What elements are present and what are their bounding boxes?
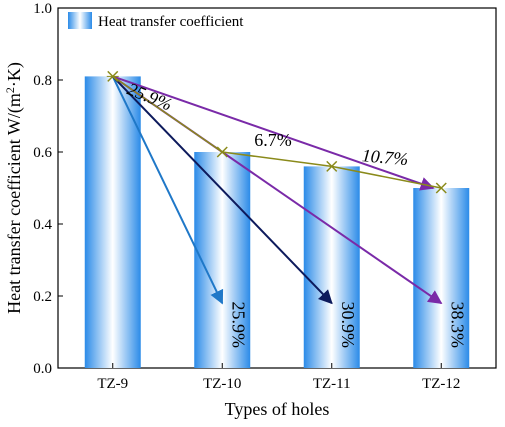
y-axis-title-tail: ·K) [4, 62, 25, 87]
trend-marker-tz-11 [326, 160, 338, 172]
legend-label: Heat transfer coefficient [98, 14, 244, 30]
y-axis: 0.0 0.2 0.4 0.6 0.8 1.0 [33, 1, 63, 377]
arrow-tz-9-to-tz-10 [111, 75, 224, 305]
trend-marker-stroke [435, 182, 447, 194]
bar-tz-11 [303, 166, 360, 368]
step-label-3: 10.7% [361, 145, 409, 169]
y-axis-title: Heat transfer coefficient W/(m2·K) [3, 62, 25, 314]
arrows-group: 25.9% 30.9% 38.3% [111, 75, 467, 349]
bar-tz-10 [194, 152, 251, 368]
y-tick-label: 0.8 [33, 73, 52, 89]
arrow-tz-9-to-tz-11 [112, 75, 333, 305]
arrow-tz-9-to-tz-12 [112, 75, 435, 191]
x-tick-label: TZ-11 [313, 376, 351, 392]
y-axis-title-main: Heat transfer coefficient W/(m [4, 93, 25, 314]
trend-marker-tz-9 [106, 70, 119, 82]
y-tick-label: 0.6 [33, 145, 52, 161]
trend-marker-stroke [216, 146, 228, 158]
y-tick-label: 0.0 [33, 361, 52, 377]
arrow-label-tz-10: 25.9% [228, 302, 248, 349]
plot-frame [57, 7, 497, 369]
x-axis: TZ-9 TZ-10 TZ-11 TZ-12 [97, 363, 460, 392]
y-tick-label: 0.2 [33, 289, 52, 305]
trend-line [112, 75, 442, 189]
y-tick-label: 0.4 [33, 217, 52, 233]
step-label-2: 6.7% [254, 130, 292, 150]
trend-marker-tz-12 [435, 182, 447, 194]
trend-marker-tz-10 [216, 146, 228, 158]
legend: Heat transfer coefficient [68, 12, 244, 30]
legend-swatch [68, 12, 92, 29]
arrow-label-tz-12: 38.3% [447, 302, 467, 349]
x-tick-label: TZ-9 [97, 376, 128, 392]
y-tick-label: 1.0 [33, 1, 52, 17]
x-tick-label: TZ-10 [203, 376, 241, 392]
trend-marker-stroke [326, 160, 338, 172]
x-tick-label: TZ-12 [422, 376, 460, 392]
arrow-label-tz-11: 30.9% [338, 302, 358, 349]
bars-group [84, 76, 470, 369]
bar-tz-12 [413, 188, 470, 368]
step-labels-group: 25.9%6.7%10.7% [124, 79, 409, 170]
y-axis-title-sup: 2 [3, 87, 17, 93]
trend-line-group [106, 70, 447, 194]
bar-tz-9 [84, 76, 141, 369]
x-axis-title: Types of holes [225, 399, 330, 419]
